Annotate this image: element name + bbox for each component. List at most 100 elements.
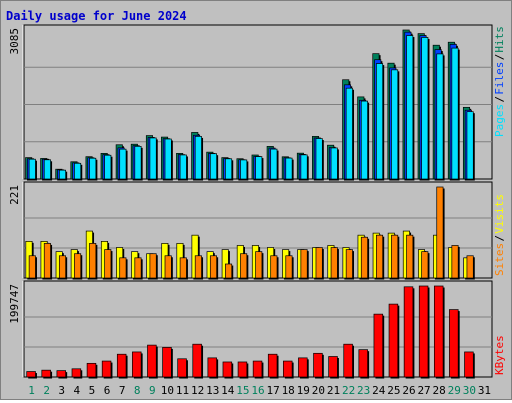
bar-pages-day-16 [255,156,263,180]
day-label-15: 15 [236,384,249,397]
bar-pages-day-27 [421,37,429,180]
chart-title: Daily usage for June 2024 [6,9,187,23]
day-label-26: 26 [402,384,415,397]
bar-pages-day-13 [209,153,217,180]
bar-pages-day-12 [194,136,202,180]
bar-pages-day-1 [28,158,36,180]
bar-sites-day-12 [194,255,202,279]
bar-sites-day-18 [285,255,293,279]
bar-sites-day-23 [360,236,368,279]
bar-pages-day-9 [149,137,157,180]
bar-sites-day-28 [436,186,444,279]
bar-sites-day-25 [391,234,399,279]
bar-sites-day-30 [466,255,474,279]
bar-pages-day-6 [104,154,112,180]
bar-kbytes-day-7 [116,353,127,378]
bar-sites-day-20 [315,247,323,279]
day-label-4: 4 [74,384,81,397]
y-max-label-hits-files-pages: 3085 [8,28,21,55]
bar-sites-day-13 [209,255,217,279]
day-label-13: 13 [206,384,219,397]
day-label-29: 29 [448,384,461,397]
bar-sites-day-29 [451,245,459,279]
bar-kbytes-day-12 [192,343,202,378]
y-max-label-kbytes: 199747 [8,284,21,324]
legend-pages: Pages [493,104,506,137]
bar-kbytes-day-13 [207,357,217,378]
legend-separator: / [493,96,506,103]
day-label-28: 28 [433,384,446,397]
day-label-23: 23 [357,384,370,397]
bar-sites-day-26 [406,234,414,279]
bar-kbytes-day-6 [101,360,112,378]
bar-pages-day-19 [300,154,308,180]
day-label-16: 16 [251,384,264,397]
day-label-24: 24 [372,384,386,397]
day-label-5: 5 [89,384,96,397]
bar-kbytes-day-14 [222,361,233,378]
bar-sites-day-10 [164,255,172,279]
legend-visits: Visits [493,194,506,234]
bar-sites-day-14 [225,263,233,279]
day-label-2: 2 [43,384,50,397]
bar-pages-day-28 [436,53,444,180]
legend-kbytes: KBytes [493,335,506,375]
bar-kbytes-day-17 [267,353,278,378]
day-label-19: 19 [297,384,310,397]
bar-pages-day-5 [89,157,97,180]
bar-pages-day-4 [74,162,82,180]
day-label-3: 3 [58,384,65,397]
bar-kbytes-day-3 [56,370,67,378]
bar-pages-day-22 [345,87,353,180]
bar-kbytes-day-20 [313,352,323,378]
day-label-10: 10 [161,384,174,397]
day-label-18: 18 [282,384,295,397]
bar-pages-day-14 [225,158,233,180]
bar-sites-day-2 [43,243,51,279]
bar-pages-day-25 [391,69,399,180]
legend-sites: Sites [493,243,506,276]
legend-hits: Hits [493,26,506,53]
bar-kbytes-day-16 [252,360,263,378]
bar-sites-day-4 [74,253,82,279]
bar-pages-day-18 [285,157,293,180]
day-label-17: 17 [266,384,279,397]
bar-pages-day-7 [119,148,127,180]
legend-separator: / [493,235,506,242]
bar-kbytes-day-18 [283,360,293,378]
day-label-6: 6 [104,384,111,397]
bar-pages-day-23 [360,100,368,180]
bar-kbytes-day-15 [237,361,248,378]
bar-kbytes-day-9 [147,344,157,378]
bar-kbytes-day-21 [328,356,338,378]
bar-pages-day-21 [330,147,338,180]
bar-pages-day-29 [451,47,459,180]
bar-sites-day-22 [345,249,353,279]
legend-separator: / [493,54,506,61]
bar-kbytes-day-2 [41,369,51,378]
bar-sites-day-7 [119,257,127,279]
bar-kbytes-day-26 [403,286,414,378]
bar-sites-day-21 [330,247,338,279]
bar-kbytes-day-11 [177,358,187,378]
bar-kbytes-day-22 [343,343,353,378]
bar-kbytes-day-27 [418,285,429,378]
day-label-27: 27 [417,384,430,397]
bar-kbytes-day-28 [433,285,444,378]
bar-sites-day-5 [89,243,97,279]
bar-pages-day-24 [376,63,384,180]
bar-kbytes-day-25 [388,303,399,378]
bar-kbytes-day-5 [86,362,97,378]
bar-pages-day-2 [43,159,51,180]
bar-pages-day-20 [315,138,323,180]
bar-sites-day-27 [421,251,429,279]
bar-pages-day-26 [406,35,414,180]
day-label-20: 20 [312,384,325,397]
bar-sites-day-8 [134,257,142,279]
bar-sites-day-3 [58,255,67,279]
bar-pages-day-3 [58,169,67,180]
bar-kbytes-day-29 [449,309,459,378]
bar-pages-day-8 [134,146,142,180]
bar-kbytes-day-19 [298,357,308,378]
day-label-9: 9 [149,384,156,397]
